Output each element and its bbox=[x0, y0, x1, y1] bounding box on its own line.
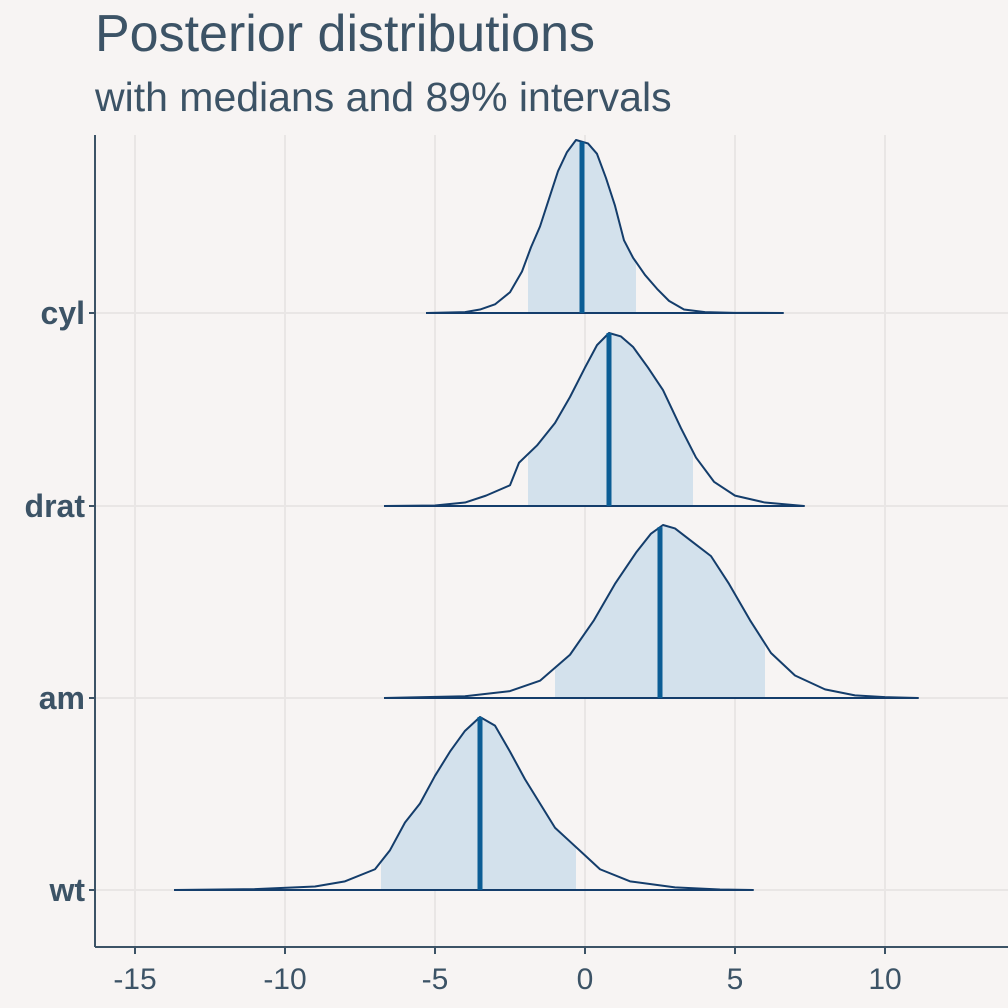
y-tick-label-wt: wt bbox=[48, 872, 85, 908]
density-curve-wt bbox=[173, 716, 754, 891]
chart-subtitle: with medians and 89% intervals bbox=[95, 74, 672, 120]
x-tick-label--15: -15 bbox=[113, 963, 156, 996]
x-tick-label-5: 5 bbox=[727, 963, 744, 996]
density-curve-cyl bbox=[425, 139, 784, 314]
y-tick-label-am: am bbox=[39, 680, 85, 716]
x-tick-label-0: 0 bbox=[577, 963, 594, 996]
y-tick-label-drat: drat bbox=[25, 488, 86, 524]
y-tick-label-cyl: cyl bbox=[41, 295, 85, 331]
x-tick-label--5: -5 bbox=[422, 963, 449, 996]
x-tick-label-10: 10 bbox=[868, 963, 901, 996]
density-curve-am bbox=[383, 524, 919, 699]
chart-title: Posterior distributions bbox=[95, 5, 595, 63]
x-tick-label--10: -10 bbox=[263, 963, 306, 996]
